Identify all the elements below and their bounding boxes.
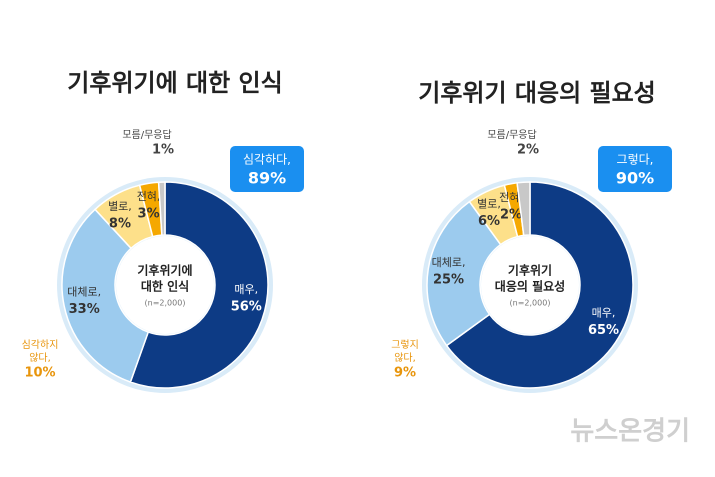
value-label: 3%: [138, 207, 160, 222]
value-label: 1%: [152, 143, 174, 158]
callout-box: [230, 146, 304, 192]
value-label: 8%: [109, 216, 131, 231]
center-label: 기후위기에: [137, 263, 192, 278]
value-label: 25%: [433, 273, 464, 288]
segment-label: 대체로, 25%: [432, 256, 466, 288]
callout-value: 90%: [616, 169, 654, 188]
donut-segment: [516, 181, 531, 237]
segment-label: 별로, 8%: [108, 200, 132, 232]
sample-size: (n=2,000): [145, 299, 186, 308]
callout-box: [598, 146, 672, 192]
segment-label: 전혀, 2%: [499, 191, 523, 223]
negative-label: 그렇지: [391, 338, 419, 351]
segment-label: 모름/무응답 1%: [122, 129, 174, 158]
category-label: 별로,: [477, 197, 501, 210]
category-label: 모름/무응답: [487, 129, 536, 141]
category-label: 대체로,: [432, 256, 466, 269]
callout-label: 심각하다,: [243, 153, 291, 167]
segment-label: 매우, 65%: [588, 306, 619, 338]
chart-title: 기후위기에 대한 인식: [67, 69, 282, 97]
donut-hole: [116, 236, 214, 334]
segment-label: 전혀, 3%: [137, 190, 161, 222]
negative-label: 심각하지: [22, 338, 59, 351]
value-label: 6%: [478, 214, 500, 229]
value-label: 2%: [517, 143, 539, 158]
segment-label: 별로, 6%: [477, 197, 501, 229]
segment-label: 매우, 56%: [231, 283, 262, 315]
callout-value: 89%: [248, 169, 286, 188]
value-label: 33%: [69, 302, 100, 317]
watermark: 뉴스온경기: [570, 417, 690, 447]
negative-label: 않다,: [29, 352, 51, 364]
donut-segment: [426, 200, 502, 347]
center-label: 대응의 필요성: [495, 279, 565, 294]
negative-value: 10%: [24, 366, 55, 381]
segment-label: 대체로, 33%: [67, 286, 101, 318]
segment-label: 모름/무응답 2%: [487, 129, 539, 158]
donut-segment: [445, 181, 634, 389]
value-label: 2%: [500, 207, 522, 222]
center-label: 대한 인식: [141, 279, 189, 294]
sample-size: (n=2,000): [510, 299, 551, 308]
donut-segment: [157, 181, 166, 236]
donut-segment: [61, 208, 150, 383]
callout-label: 그렇다,: [617, 152, 654, 167]
center-label: 기후위기: [508, 263, 552, 278]
category-label: 대체로,: [67, 286, 101, 299]
negative-label: 않다,: [394, 352, 416, 364]
value-label: 65%: [588, 323, 619, 338]
chart-title: 기후위기 대응의 필요성: [418, 79, 656, 107]
category-label: 별로,: [108, 200, 132, 213]
donut-segment: [129, 181, 269, 389]
value-label: 56%: [231, 300, 262, 315]
category-label: 매우,: [234, 283, 258, 296]
category-label: 전혀,: [499, 191, 523, 204]
category-label: 매우,: [592, 306, 616, 319]
category-label: 전혀,: [137, 190, 161, 203]
negative-value: 9%: [394, 366, 416, 381]
donut-hole: [481, 236, 579, 334]
category-label: 모름/무응답: [122, 129, 171, 141]
